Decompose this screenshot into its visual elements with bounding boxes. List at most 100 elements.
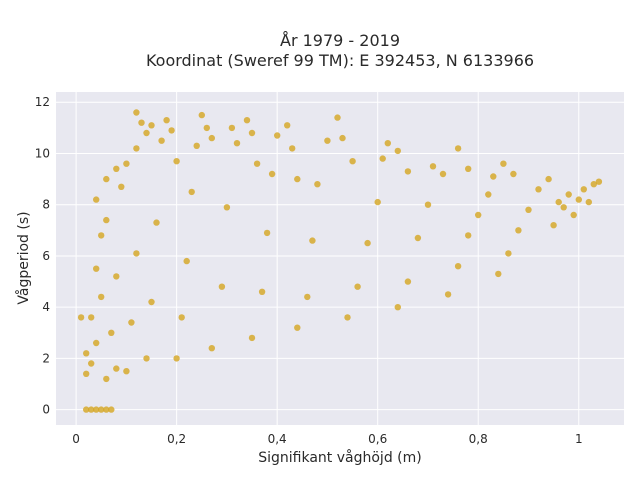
data-point: [83, 370, 90, 377]
data-point: [525, 206, 532, 213]
data-point: [218, 283, 226, 290]
data-point: [454, 263, 462, 270]
data-point: [148, 298, 155, 306]
y-tick-label: 4: [42, 300, 50, 314]
data-point: [98, 293, 105, 301]
data-point: [379, 155, 386, 162]
y-axis-ticks: 0 2 4 6 8 10 12: [35, 95, 50, 416]
data-point: [178, 314, 185, 321]
data-point: [128, 319, 135, 326]
y-tick-label: 2: [42, 351, 50, 365]
data-point: [83, 406, 90, 413]
data-point: [384, 140, 391, 147]
data-point: [289, 145, 296, 152]
data-point: [439, 170, 447, 178]
chart-title-line-2: Koordinat (Sweref 99 TM): E 392453, N 61…: [146, 51, 534, 70]
data-point: [429, 163, 437, 170]
data-point: [465, 165, 472, 172]
data-point: [595, 178, 603, 185]
data-point: [83, 350, 90, 357]
data-point: [324, 137, 331, 144]
data-point: [570, 211, 577, 219]
data-point: [133, 109, 140, 116]
x-tick-label: 0,6: [368, 432, 387, 446]
data-point: [284, 122, 291, 129]
data-point: [585, 198, 592, 206]
y-tick-label: 0: [42, 403, 50, 417]
data-point: [198, 111, 205, 119]
data-point: [354, 283, 361, 290]
data-point: [108, 406, 115, 413]
data-point: [364, 239, 371, 247]
data-point: [108, 329, 115, 336]
x-tick-label: 0,2: [167, 432, 186, 446]
data-point: [454, 145, 462, 152]
data-point: [253, 160, 261, 167]
data-point: [444, 291, 452, 298]
x-tick-label: 0: [72, 432, 80, 446]
data-point: [550, 222, 557, 229]
y-tick-label: 6: [42, 249, 50, 263]
data-point: [404, 168, 412, 175]
data-point: [475, 211, 482, 219]
data-point: [505, 250, 512, 257]
x-axis-label: Signifikant våghöjd (m): [258, 449, 421, 466]
data-point: [143, 129, 150, 137]
data-point: [274, 132, 281, 139]
data-point: [294, 175, 301, 183]
data-point: [258, 288, 266, 295]
data-point: [93, 196, 100, 203]
x-tick-label: 0,8: [469, 432, 488, 446]
data-point: [334, 114, 341, 121]
scatter-points: [77, 109, 603, 413]
y-tick-label: 12: [35, 95, 50, 109]
y-axis-label: Vågperiod (s): [15, 211, 32, 304]
data-point: [555, 198, 562, 206]
plot-area: [56, 92, 624, 425]
data-point: [424, 201, 432, 208]
data-point: [173, 355, 180, 362]
data-point: [203, 124, 210, 132]
data-point: [575, 196, 582, 203]
data-point: [510, 170, 517, 178]
data-point: [233, 140, 241, 147]
data-point: [158, 137, 165, 144]
data-point: [344, 314, 351, 321]
data-point: [485, 191, 492, 198]
data-point: [153, 219, 160, 226]
data-point: [208, 345, 215, 352]
gridlines: [56, 92, 624, 425]
data-point: [123, 368, 130, 375]
data-point: [560, 204, 567, 211]
data-point: [248, 334, 256, 342]
data-point: [465, 232, 472, 239]
data-point: [77, 314, 85, 321]
data-point: [193, 142, 200, 149]
data-point: [103, 406, 110, 413]
x-tick-label: 0,4: [268, 432, 287, 446]
data-point: [535, 186, 542, 193]
x-tick-label: 1: [575, 432, 583, 446]
data-point: [103, 375, 110, 383]
data-point: [495, 270, 502, 278]
data-point: [490, 173, 497, 180]
data-point: [414, 234, 422, 242]
data-point: [98, 232, 105, 239]
data-point: [88, 406, 95, 413]
data-point: [103, 216, 110, 224]
data-point: [168, 127, 175, 134]
data-point: [98, 406, 105, 413]
data-point: [374, 198, 381, 206]
data-point: [339, 134, 346, 142]
data-point: [123, 160, 130, 167]
data-point: [545, 175, 552, 183]
data-point: [133, 145, 140, 152]
data-point: [349, 158, 356, 165]
data-point: [394, 147, 401, 155]
data-point: [183, 257, 190, 265]
data-point: [173, 158, 180, 165]
data-point: [394, 304, 401, 311]
data-point: [404, 278, 412, 285]
data-point: [248, 129, 256, 137]
